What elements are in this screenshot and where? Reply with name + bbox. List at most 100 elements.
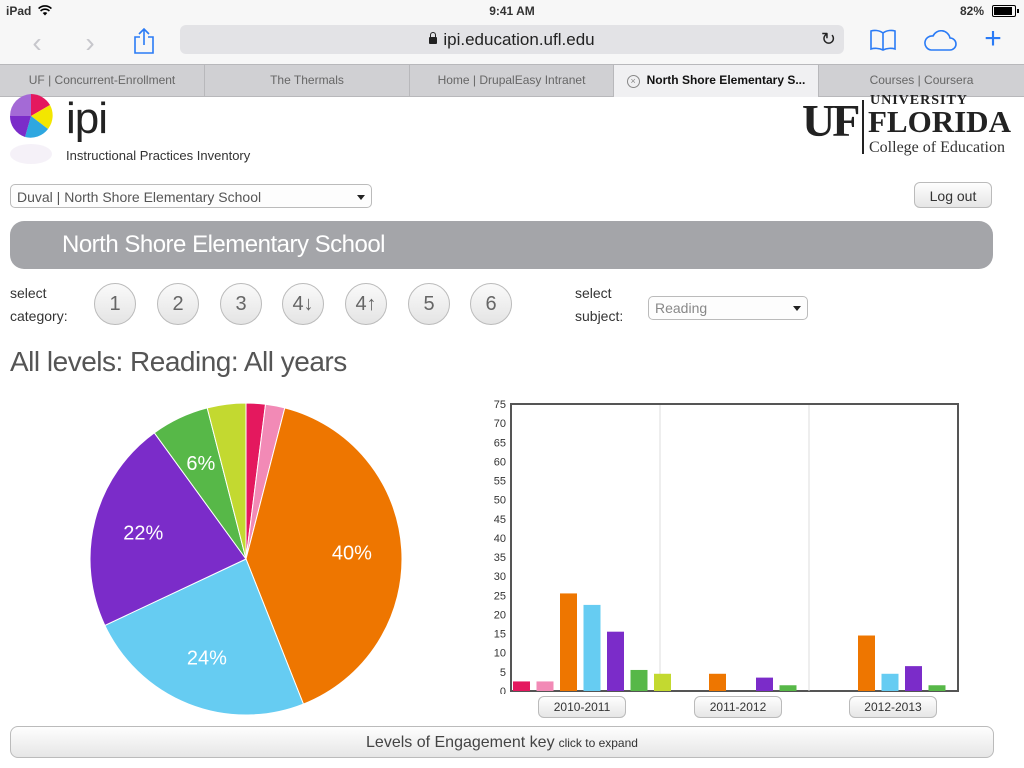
category-label: select category:	[10, 282, 68, 328]
engagement-key-bar[interactable]: Levels of Engagement key click to expand	[10, 726, 994, 758]
tab-drupaleasy[interactable]: Home | DrupalEasy Intranet	[410, 65, 614, 97]
subject-label-line2: subject:	[575, 308, 624, 324]
year-button-2010-2011[interactable]: 2010-2011	[538, 696, 626, 718]
wifi-icon	[38, 5, 52, 16]
bar-2010-2011-0	[513, 681, 530, 691]
category-button-4-down[interactable]: 4↓	[282, 283, 324, 325]
report-heading: All levels: Reading: All years	[10, 346, 347, 377]
category-button-5[interactable]: 5	[408, 283, 450, 325]
pie-label-4: 22%	[123, 523, 163, 545]
bar-2012-2013-5	[928, 685, 946, 691]
bar-2010-2011-6	[654, 673, 671, 691]
category-button-1[interactable]: 1	[94, 283, 136, 325]
subject-select-value: Reading	[655, 300, 708, 316]
bar-2010-2011-2	[560, 593, 577, 691]
pie-slice-2	[245, 407, 403, 705]
y-tick-label: 40	[494, 533, 506, 545]
ipi-tagline: Instructional Practices Inventory	[66, 148, 251, 163]
y-tick-label: 45	[494, 514, 506, 526]
y-tick-label: 30	[494, 571, 506, 583]
school-banner	[10, 221, 993, 269]
url-text: ipi.education.ufl.edu	[443, 30, 595, 49]
pie-chart: 40% 24% 22% 6%	[89, 402, 403, 716]
battery-icon	[992, 5, 1019, 17]
y-tick-label: 5	[500, 667, 506, 679]
ipi-logo-icon	[10, 94, 53, 164]
y-tick-label: 60	[494, 456, 506, 468]
y-tick-label: 25	[494, 590, 506, 602]
pie-slice-3	[104, 558, 305, 716]
y-tick-label: 10	[494, 648, 506, 660]
ipi-logo-text: ipi	[66, 94, 108, 143]
uf-logo-university: UNIVERSITY	[870, 93, 968, 108]
bar-2011-2012-2	[709, 673, 726, 691]
new-tab-icon[interactable]: +	[984, 22, 1002, 55]
close-tab-icon[interactable]: ×	[626, 75, 640, 88]
share-icon[interactable]	[132, 27, 156, 55]
pie-label-2: 40%	[332, 542, 372, 564]
category-button-2[interactable]: 2	[157, 283, 199, 325]
lock-icon	[429, 32, 438, 44]
y-tick-label: 0	[500, 686, 506, 694]
tab-concurrent-enrollment[interactable]: UF | Concurrent-Enrollment	[0, 65, 205, 97]
engagement-key-hint: click to expand	[558, 736, 638, 750]
y-tick-label: 20	[494, 609, 506, 621]
category-label-line2: category:	[10, 308, 68, 324]
forward-icon[interactable]: ›	[85, 27, 95, 58]
year-button-2011-2012[interactable]: 2011-2012	[694, 696, 782, 718]
bar-chart: 0 5 10 15 20 25 30 35 40 45 50 55 60 65 70 75	[494, 399, 959, 694]
subject-label: select subject:	[575, 282, 623, 328]
school-select[interactable]: Duval | North Shore Elementary School	[10, 184, 372, 208]
uf-logo-divider	[862, 100, 864, 154]
tab-label: North Shore Elementary S...	[646, 73, 806, 87]
clock: 9:41 AM	[489, 4, 535, 18]
category-button-4-up[interactable]: 4↑	[345, 283, 387, 325]
status-bar: iPad 9:41 AM 82%	[0, 0, 1024, 22]
category-label-line1: select	[10, 285, 47, 301]
bar-2010-2011-5	[630, 669, 648, 691]
y-tick-label: 15	[494, 629, 506, 641]
back-icon[interactable]: ‹	[32, 27, 42, 58]
bar-2011-2012-5	[779, 685, 797, 691]
subject-label-line1: select	[575, 285, 612, 301]
y-tick-label: 55	[494, 476, 506, 488]
uf-logo-florida: FLORIDA	[868, 104, 1011, 139]
reload-icon[interactable]: ↻	[820, 29, 836, 49]
pie-slice-4	[89, 432, 247, 627]
engagement-key-label: Levels of Engagement key	[366, 734, 555, 751]
page-title: North Shore Elementary School	[62, 231, 386, 258]
bar-2012-2013-2	[858, 635, 875, 691]
y-tick-label: 75	[494, 399, 506, 411]
browser-toolbar: ‹ › ipi.education.ufl.edu ↻ +	[0, 22, 1024, 64]
battery-percent: 82%	[959, 4, 984, 18]
subject-select[interactable]: Reading	[648, 296, 808, 320]
icloud-tabs-icon[interactable]	[922, 30, 958, 52]
tab-coursera[interactable]: Courses | Coursera	[869, 73, 974, 87]
uf-logo-college: College of Education	[869, 139, 1005, 156]
url-bar[interactable]: ipi.education.ufl.edu ↻	[180, 25, 844, 54]
bar-2012-2013-4	[905, 666, 922, 691]
y-tick-label: 50	[494, 495, 506, 507]
pie-label-5: 6%	[186, 453, 215, 475]
y-tick-label: 65	[494, 437, 506, 449]
y-tick-label: 35	[494, 552, 506, 564]
device-name: iPad	[6, 4, 32, 18]
uf-logo-mark: UF	[802, 95, 860, 146]
category-button-6[interactable]: 6	[470, 283, 512, 325]
pie-label-3: 24%	[187, 648, 227, 670]
chevron-down-icon	[357, 195, 365, 200]
bar-2010-2011-3	[583, 604, 601, 691]
bar-2012-2013-3	[881, 673, 899, 691]
pie-slice-6	[206, 402, 247, 560]
bookmarks-icon[interactable]	[870, 29, 896, 51]
chevron-down-icon	[793, 306, 801, 311]
year-button-2012-2013[interactable]: 2012-2013	[849, 696, 937, 718]
tab-the-thermals[interactable]: The Thermals	[205, 65, 410, 97]
bar-plot-area	[510, 403, 959, 692]
y-tick-label: 70	[494, 418, 506, 430]
category-button-3[interactable]: 3	[220, 283, 262, 325]
bar-2010-2011-4	[607, 631, 624, 691]
bar-2011-2012-4	[756, 677, 773, 691]
logout-button[interactable]: Log out	[914, 182, 992, 208]
tab-north-shore[interactable]: × North Shore Elementary S...	[614, 65, 819, 97]
